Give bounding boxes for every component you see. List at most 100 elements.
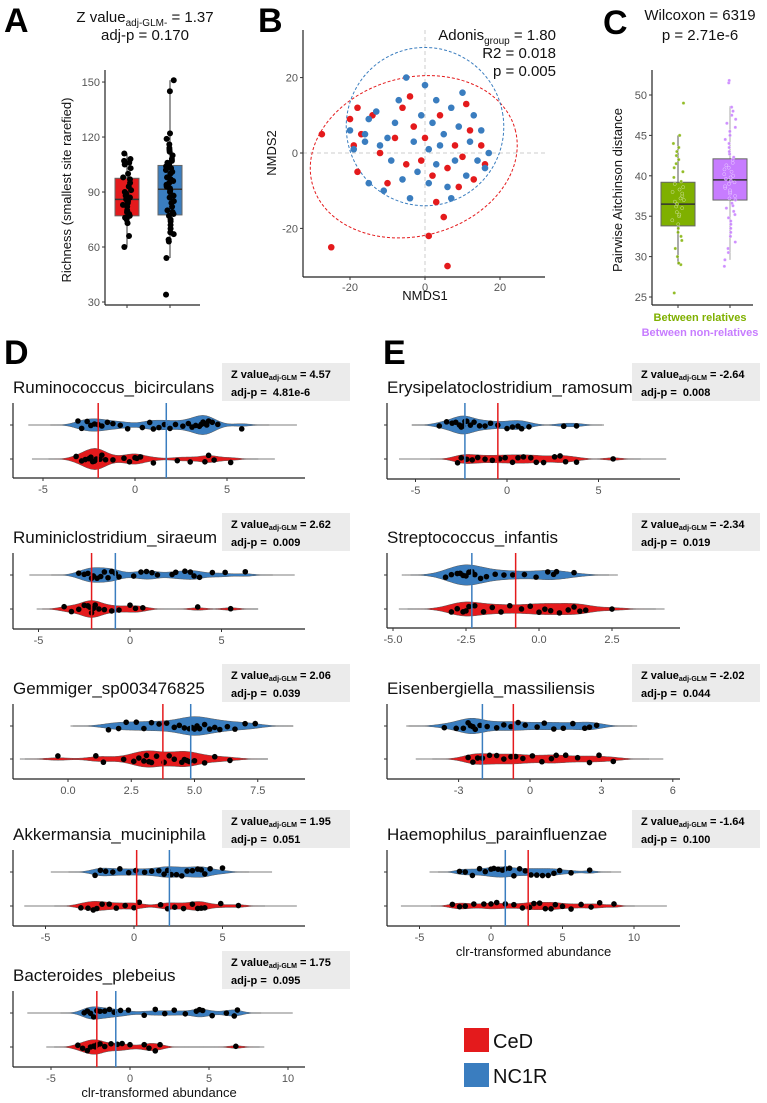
data-point (673, 246, 678, 251)
data-point-ced (97, 1041, 103, 1047)
data-point-ced (440, 213, 448, 221)
data-point-ced (609, 606, 615, 612)
data-point-ced (141, 1041, 148, 1048)
data-point-nc1r (485, 149, 493, 157)
z-value-text: Z valueadj-GLM = -2.02 (641, 669, 760, 687)
data-point (728, 188, 732, 193)
data-point-ced (488, 901, 494, 907)
data-point-ced (75, 606, 82, 613)
panel-c-plot: 25 30 35 40 45 50 (635, 70, 753, 308)
data-point (729, 219, 733, 223)
data-point-ced (548, 905, 554, 912)
data-point-nc1r (156, 721, 162, 727)
x-tick-label: 0 (527, 785, 533, 797)
data-point-ced (100, 759, 107, 766)
data-point-nc1r (206, 726, 213, 732)
x-tick-label: 5 (224, 484, 230, 496)
data-point-ced (582, 607, 589, 614)
data-point (729, 222, 733, 227)
data-point-ced (55, 753, 61, 759)
data-point-nc1r (453, 725, 460, 732)
data-point-nc1r (85, 570, 91, 577)
data-point (733, 212, 737, 217)
x-tick-label: 7.5 (250, 785, 265, 797)
data-point-nc1r (361, 138, 369, 145)
data-point-nc1r (533, 872, 540, 878)
data-point (672, 175, 676, 180)
z-value-part: = -1.64 (706, 816, 745, 828)
data-point-ced (143, 752, 150, 759)
violin-panel-d5: Bacteroides_plebeius -5 0 5 10 clr-transforme… (10, 966, 305, 1100)
data-point-ced (451, 142, 459, 149)
data-point-ced (562, 752, 569, 759)
data-point-nc1r (182, 1011, 189, 1017)
data-point-nc1r (515, 719, 521, 726)
data-point-ced (148, 759, 155, 766)
data-point (730, 201, 734, 206)
x-tick-label: 5 (595, 485, 601, 497)
data-point (677, 187, 682, 192)
x-tick-label: 5 (219, 932, 225, 944)
data-point-ced (346, 115, 354, 123)
data-point (680, 206, 684, 210)
data-point-nc1r (146, 419, 153, 426)
data-point-ced (406, 93, 414, 100)
data-point (733, 194, 737, 198)
data-point (673, 182, 677, 186)
species-title: Gemmiger_sp003476825 (13, 679, 205, 698)
data-point-ced (466, 127, 474, 134)
data-point-ced (486, 752, 493, 759)
data-point (728, 234, 733, 239)
data-point-nc1r (501, 572, 507, 578)
data-point-ced (75, 1042, 81, 1049)
z-value-part: = -2.02 (706, 670, 745, 682)
data-point (723, 184, 727, 189)
data-point-ced (113, 905, 120, 911)
data-point-nc1r (133, 719, 140, 725)
data-point-nc1r (448, 571, 455, 578)
data-point-nc1r (509, 424, 516, 430)
data-point-ced (402, 161, 410, 168)
data-point-nc1r (586, 867, 593, 873)
stats-box-e2: Z valueadj-GLM = -2.34 adj-p = 0.019 (632, 513, 760, 551)
violin-ced (430, 454, 641, 464)
data-point (169, 209, 176, 216)
data-point-ced (187, 459, 193, 465)
data-point (729, 105, 734, 109)
data-point-ced (102, 456, 109, 463)
x-tick-label: 0 (131, 932, 137, 944)
data-point-nc1r (143, 568, 150, 575)
y-tick-label: 120 (82, 132, 100, 144)
data-point-nc1r (528, 872, 534, 878)
data-point-ced (166, 752, 172, 759)
data-point (674, 161, 678, 166)
species-title: Bacteroides_plebeius (13, 966, 176, 985)
data-point-nc1r (504, 425, 510, 432)
data-point (733, 117, 738, 121)
data-point (671, 141, 676, 146)
data-point-nc1r (526, 424, 532, 430)
data-point-nc1r (495, 866, 501, 873)
data-point (126, 233, 133, 240)
data-point-nc1r (184, 868, 190, 874)
data-point (675, 210, 679, 214)
panel-a-plot: 30 60 90 120 150 (82, 70, 200, 309)
data-point-ced (547, 607, 554, 614)
data-point-nc1r (441, 724, 448, 731)
data-point-nc1r (223, 1010, 230, 1016)
data-point-ced (512, 753, 519, 760)
data-point (730, 113, 734, 117)
data-point-nc1r (545, 872, 551, 879)
data-point-nc1r (101, 1008, 108, 1014)
panel-c-legend-relatives: Between relatives (654, 312, 747, 324)
data-point (681, 101, 686, 105)
data-point (726, 246, 730, 251)
data-point-nc1r (476, 423, 483, 429)
z-value-part: adj-GLM (678, 822, 707, 829)
data-point-nc1r (447, 194, 455, 202)
data-point-ced (429, 172, 436, 179)
y-tick-label: 0 (292, 148, 298, 160)
y-tick-label: 25 (635, 292, 647, 304)
data-point (672, 291, 676, 295)
data-point (166, 141, 173, 148)
